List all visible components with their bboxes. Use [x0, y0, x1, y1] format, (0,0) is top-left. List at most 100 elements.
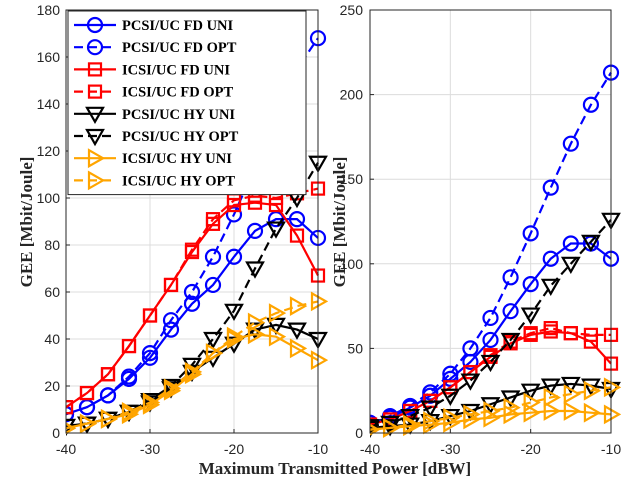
data-point [287, 322, 307, 340]
legend-label: ICSI/UC HY OPT [122, 173, 235, 189]
data-point [66, 422, 77, 435]
y-tick-label: 60 [44, 284, 60, 300]
data-point [500, 390, 521, 408]
data-point [582, 96, 600, 113]
data-point [266, 221, 286, 239]
data-point [225, 248, 243, 265]
legend-marker [87, 84, 103, 99]
data-point [246, 222, 264, 239]
data-point [121, 338, 137, 354]
data-point [562, 135, 579, 152]
data-point [560, 256, 581, 275]
data-point [224, 303, 244, 322]
legend-item: PCSI/UC FD UNI [74, 16, 234, 34]
data-point [522, 225, 539, 242]
data-point [268, 326, 287, 347]
x-tick-label: -40 [360, 441, 380, 457]
x-axis-label: Maximum Transmitted Power [dBW] [199, 459, 471, 478]
legend-item: PCSI/UC HY UNI [74, 106, 235, 125]
data-point [440, 388, 461, 406]
data-point [503, 397, 521, 418]
data-point [120, 368, 138, 385]
data-point [247, 324, 266, 345]
y-tick-label: 0 [52, 425, 60, 441]
data-point [482, 309, 499, 327]
data-point [141, 349, 159, 366]
legend-label: PCSI/UC HY OPT [122, 129, 239, 145]
data-point [310, 350, 328, 371]
legend-marker [87, 170, 106, 191]
legend-marker [85, 106, 105, 125]
data-point [247, 312, 266, 333]
data-point [603, 404, 621, 425]
axes-box [369, 9, 612, 434]
data-point [204, 248, 222, 265]
data-point [522, 276, 539, 293]
data-point [370, 423, 381, 436]
data-point [163, 378, 182, 399]
data-point [121, 401, 140, 422]
data-point [382, 418, 401, 438]
x-tick-label: -10 [308, 441, 328, 457]
data-point [100, 367, 116, 382]
series-line-6 [370, 409, 612, 431]
data-point [268, 303, 287, 324]
chart-right: -40 -30 -20 -10 0 50 100 150 200 250 GEE [Mbit/Jou… [330, 2, 621, 457]
series-line-7 [370, 386, 612, 431]
legend-marker [86, 16, 104, 34]
data-point [100, 409, 119, 429]
data-point [542, 250, 559, 267]
series-line-5 [370, 219, 612, 428]
data-point [288, 211, 306, 228]
y-tick-label: 180 [37, 2, 61, 18]
legend-label: PCSI/UC FD OPT [122, 40, 237, 56]
legend-marker [86, 39, 104, 56]
y-tick-label: 250 [340, 2, 364, 18]
data-point [289, 296, 308, 316]
data-point [183, 295, 201, 312]
data-point [463, 364, 478, 380]
data-point [162, 312, 180, 329]
data-point [183, 283, 201, 301]
x-tick-label: -30 [440, 441, 460, 457]
data-point [443, 380, 458, 395]
data-point [583, 402, 602, 423]
legend-label: ICSI/UC FD UNI [122, 62, 230, 78]
series-line-7 [66, 300, 319, 430]
data-point [540, 278, 561, 297]
data-point [502, 269, 519, 286]
data-point [563, 326, 578, 341]
legend-item: ICSI/UC FD OPT [74, 84, 234, 101]
data-point [163, 277, 179, 293]
data-point [543, 320, 558, 336]
y-tick-label: 150 [340, 171, 364, 187]
data-point [443, 407, 461, 428]
series-line-3 [66, 187, 319, 409]
data-point [581, 378, 601, 396]
legend-item: ICSI/UC HY UNI [74, 148, 232, 169]
data-point [226, 326, 245, 347]
legend-label: ICSI/UC HY UNI [122, 151, 232, 167]
legend-box [67, 10, 307, 196]
legend-item: ICSI/UC FD UNI [74, 62, 230, 78]
legend-marker [87, 148, 106, 169]
series-line-1 [66, 37, 319, 416]
y-axis-label: GEE [Mbit/Joule] [330, 157, 349, 288]
legend-label: PCSI/UC FD UNI [122, 18, 234, 34]
series-group [66, 30, 328, 437]
data-point [482, 331, 499, 349]
data-point [562, 235, 579, 252]
x-tick-label: -20 [521, 441, 541, 457]
data-point [523, 326, 538, 341]
data-point [79, 413, 98, 434]
data-point [380, 415, 400, 434]
y-tick-label: 50 [347, 340, 363, 356]
data-point [203, 331, 223, 350]
data-point [205, 212, 221, 227]
axes-box [65, 9, 319, 434]
data-point [542, 179, 559, 196]
series-line-0 [370, 242, 612, 424]
legend-item: PCSI/UC HY OPT [74, 128, 239, 147]
data-point [502, 303, 519, 320]
